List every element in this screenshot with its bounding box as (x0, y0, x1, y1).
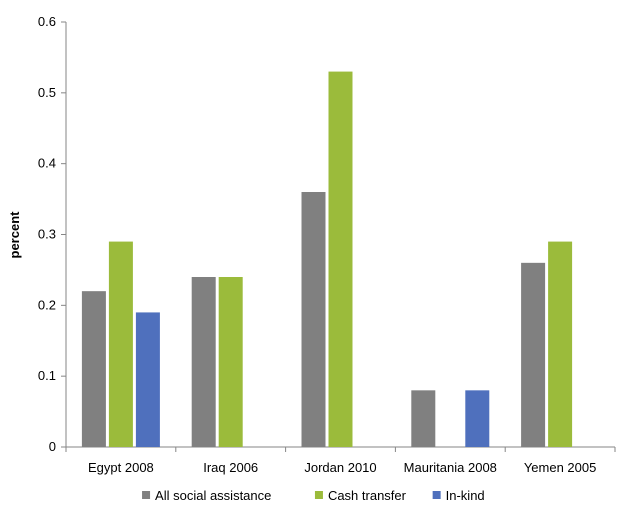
x-tick-label: Jordan 2010 (304, 460, 376, 475)
axes: 0 0.1 0.2 0.3 0.4 0.5 0.6 Egypt 2008 Iraq 2006 Jo… (38, 14, 616, 475)
y-tick-label: 0.6 (38, 14, 56, 29)
bars (81, 71, 573, 447)
legend-swatch (432, 491, 441, 499)
bar-cash-transfer-yemen-2005 (548, 241, 573, 447)
y-tick-label: 0 (49, 439, 56, 454)
legend-swatch (314, 491, 323, 499)
bar-all-social-assistance-yemen-2005 (521, 262, 546, 447)
y-axis-label: percent (7, 211, 22, 259)
legend-label: In-kind (446, 488, 485, 503)
x-tick-label: Egypt 2008 (88, 460, 154, 475)
bar-all-social-assistance-iraq-2006 (191, 277, 216, 447)
x-tick-label: Iraq 2006 (203, 460, 258, 475)
y-tick-label: 0.5 (38, 85, 56, 100)
bar-in-kind-mauritania-2008 (465, 390, 490, 447)
legend-label: All social assistance (155, 488, 271, 503)
legend-swatch (142, 491, 151, 499)
bar-all-social-assistance-egypt-2008 (81, 291, 106, 447)
y-tick-label: 0.3 (38, 227, 56, 242)
bar-all-social-assistance-mauritania-2008 (411, 390, 436, 447)
legend: All social assistance Cash transfer In-kin… (142, 488, 485, 503)
bar-cash-transfer-jordan-2010 (328, 71, 353, 447)
y-tick-label: 0.2 (38, 297, 56, 312)
legend-label: Cash transfer (328, 488, 407, 503)
bar-in-kind-egypt-2008 (135, 312, 160, 447)
y-tick-label: 0.4 (38, 156, 56, 171)
y-tick-label: 0.1 (38, 368, 56, 383)
bar-cash-transfer-iraq-2006 (218, 277, 243, 447)
bar-all-social-assistance-jordan-2010 (301, 192, 326, 447)
bar-cash-transfer-egypt-2008 (108, 241, 133, 447)
x-tick-label: Mauritania 2008 (404, 460, 497, 475)
x-tick-label: Yemen 2005 (524, 460, 597, 475)
